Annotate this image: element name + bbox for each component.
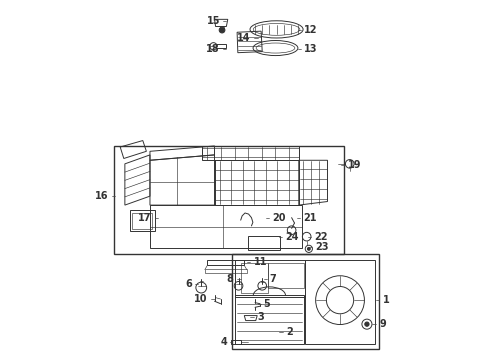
Text: 8: 8 (227, 274, 234, 284)
Text: 23: 23 (315, 242, 328, 252)
Text: 4: 4 (221, 337, 228, 347)
Text: 18: 18 (206, 44, 219, 54)
Text: 1: 1 (383, 295, 390, 305)
Text: 21: 21 (303, 213, 317, 222)
Text: 5: 5 (264, 299, 270, 309)
Text: 2: 2 (286, 327, 293, 337)
Text: 10: 10 (194, 294, 207, 304)
Text: 3: 3 (258, 312, 264, 322)
Text: 6: 6 (185, 279, 192, 289)
Text: 11: 11 (254, 257, 268, 267)
Text: 16: 16 (95, 191, 108, 201)
Circle shape (219, 27, 225, 33)
Text: 24: 24 (285, 232, 299, 242)
Text: 14: 14 (237, 33, 250, 43)
Text: 12: 12 (304, 25, 318, 35)
Text: 9: 9 (379, 319, 386, 329)
Circle shape (365, 322, 369, 326)
Text: 15: 15 (207, 17, 220, 27)
Text: 13: 13 (304, 44, 318, 54)
Text: 7: 7 (270, 274, 276, 284)
Circle shape (307, 247, 310, 250)
Text: 17: 17 (138, 213, 151, 222)
Text: 22: 22 (314, 232, 327, 242)
Text: 20: 20 (272, 213, 285, 222)
Text: 19: 19 (348, 160, 362, 170)
